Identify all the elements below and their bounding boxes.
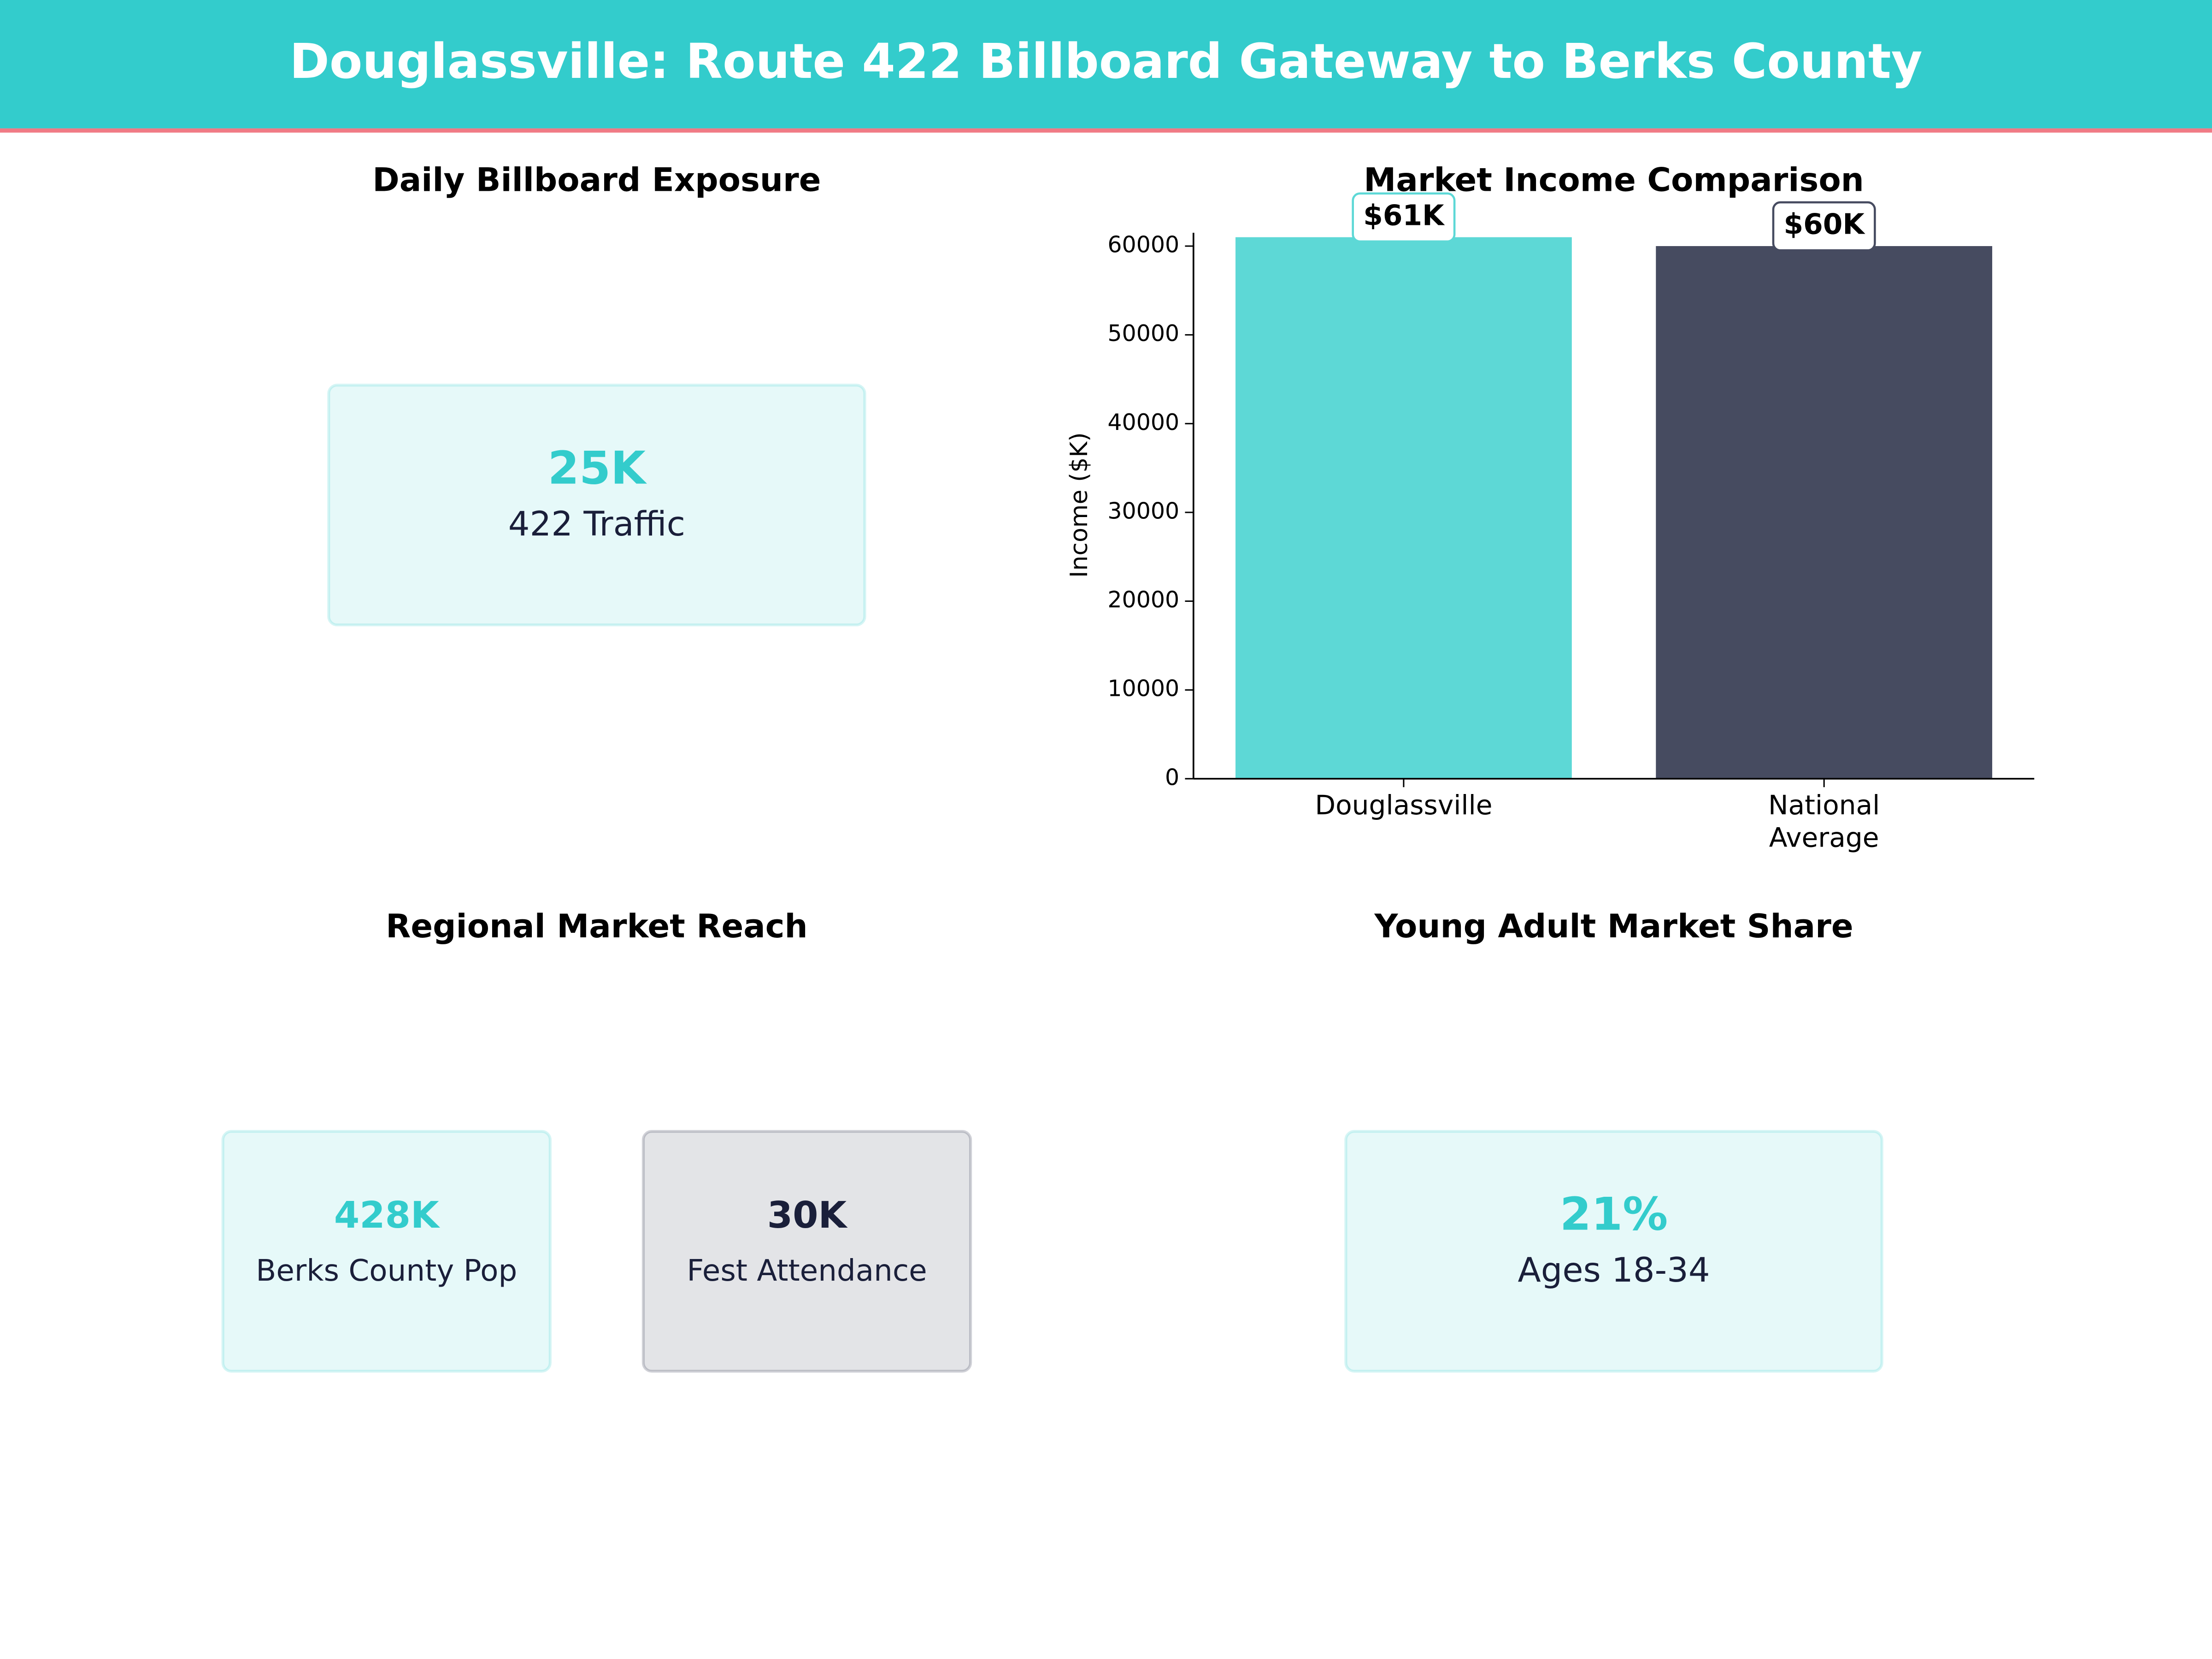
kpi-value: 30K	[767, 1194, 848, 1236]
panel-title: Regional Market Reach	[386, 907, 807, 945]
value-label: $61K	[1363, 199, 1445, 232]
value-label-box	[1352, 192, 1456, 243]
header-bar	[0, 0, 2212, 129]
value-label: $60K	[1784, 208, 1866, 241]
kpi-label: Ages 18-34	[1518, 1251, 1710, 1290]
y-tick-label: 50000	[1107, 320, 1179, 347]
kpi-card	[641, 1130, 972, 1373]
y-tick-label: 10000	[1107, 676, 1179, 702]
kpi-value: 428K	[334, 1194, 441, 1236]
y-tick-label: 30000	[1107, 498, 1179, 524]
y-axis-label: Income ($K)	[1065, 432, 1093, 578]
y-tick-label: 40000	[1107, 409, 1179, 435]
kpi-value: 25K	[548, 442, 647, 494]
kpi-card	[221, 1130, 552, 1373]
y-tick-label: 0	[1165, 764, 1179, 790]
x-tick-label: National Average	[1768, 789, 1880, 853]
kpi-label: 422 Traffic	[508, 505, 685, 544]
y-tick-label: 60000	[1107, 231, 1179, 258]
x-tick-label: Douglassville	[1315, 789, 1492, 821]
y-tick-label: 20000	[1107, 587, 1179, 613]
bar	[1656, 246, 1993, 779]
header-rule	[0, 128, 2212, 133]
kpi-card	[1344, 1130, 1883, 1373]
panel-title: Daily Billboard Exposure	[372, 161, 821, 199]
kpi-card	[327, 383, 866, 627]
panel-title: Young Adult Market Share	[1374, 907, 1853, 945]
page-title: Douglassville: Route 422 Billboard Gatew…	[289, 33, 1922, 89]
kpi-value: 21%	[1560, 1188, 1668, 1241]
bar	[1235, 237, 1572, 779]
kpi-label: Berks County Pop	[256, 1253, 517, 1288]
value-label-box	[1772, 201, 1876, 252]
kpi-label: Fest Attendance	[687, 1253, 927, 1288]
